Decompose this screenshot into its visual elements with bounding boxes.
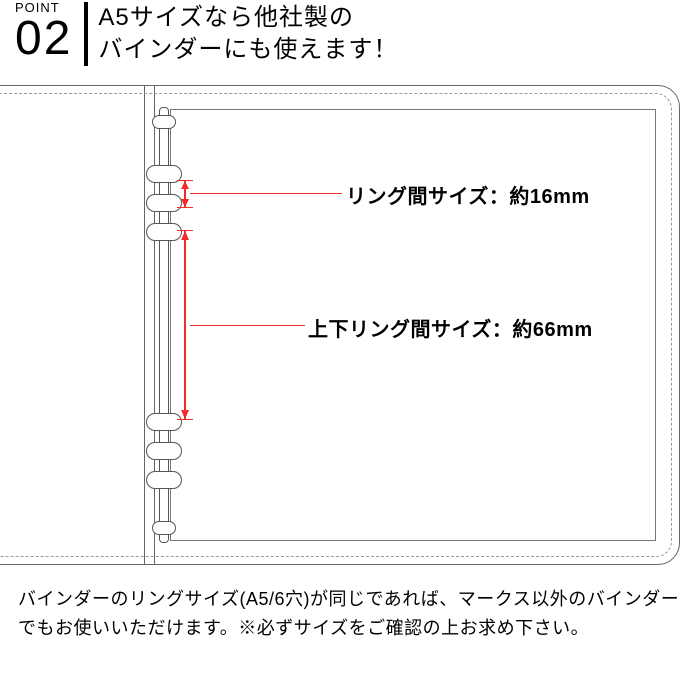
page-title: A5サイズなら他社製の バインダーにも使えます！	[98, 0, 398, 67]
binder-diagram: リング間サイズ：約16mm 上下リング間サイズ：約66mm	[0, 75, 700, 575]
point-badge: POINT 02	[15, 0, 72, 63]
leader-line-short	[190, 193, 342, 195]
point-number: 02	[15, 15, 72, 63]
callout-group-gap: 上下リング間サイズ：約66mm	[308, 313, 593, 342]
binder-ring	[146, 442, 182, 458]
binder-post-top	[152, 115, 176, 129]
binder-ring	[146, 471, 182, 487]
binder-post-bottom	[152, 521, 176, 535]
binder-ring	[146, 165, 182, 181]
title-line-2: バインダーにも使えます！	[98, 36, 398, 63]
footer-note: バインダーのリングサイズ(A5/6穴)が同じであれば、マークス以外のバインダーで…	[0, 575, 700, 643]
title-line-1: A5サイズなら他社製の	[98, 4, 354, 31]
callout-ring-spacing: リング間サイズ：約16mm	[346, 180, 590, 209]
leader-line-long	[190, 325, 305, 327]
binder-ring	[146, 413, 182, 429]
header-divider	[84, 2, 88, 66]
